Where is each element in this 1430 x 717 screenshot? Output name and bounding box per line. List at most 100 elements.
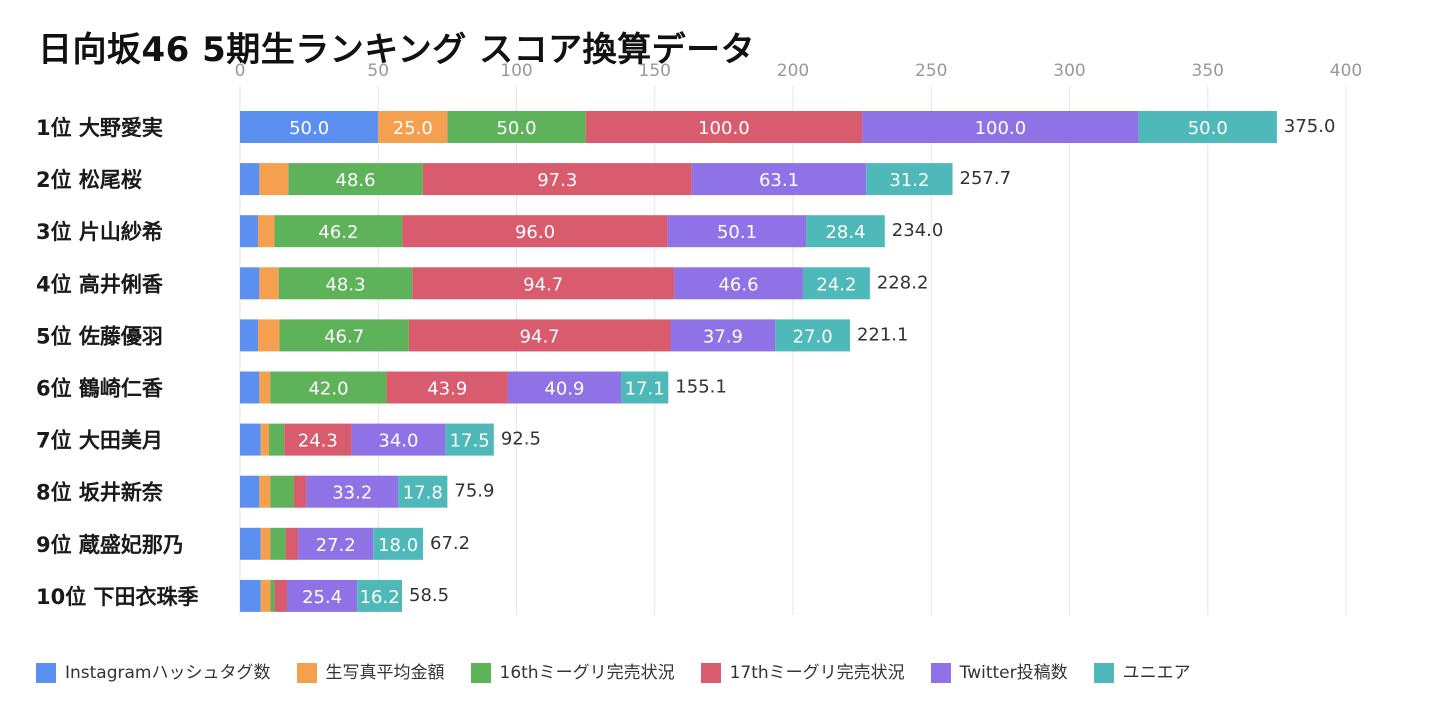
- bar-segment: [270, 475, 294, 508]
- legend-label: 16thミーグリ完売状況: [499, 663, 675, 683]
- legend-label: Twitter投稿数: [959, 663, 1068, 683]
- bar-segment: [412, 267, 675, 300]
- legend-label: 17thミーグリ完売状況: [729, 663, 905, 683]
- legend-swatch: [1093, 662, 1114, 683]
- bar-segment: [802, 267, 870, 300]
- bar-segment: [260, 527, 271, 560]
- bar-segment: [240, 163, 260, 196]
- bar-segment: [257, 215, 275, 248]
- bar-value-label: 27.0: [793, 326, 833, 347]
- bar-value-label: 24.2: [816, 274, 856, 295]
- category-label: 8位 坂井新奈: [36, 481, 164, 505]
- bar-value-label: 17.1: [625, 379, 665, 400]
- bar-segment: [691, 163, 867, 196]
- bar-value-label: 48.6: [336, 170, 376, 191]
- x-tick-label: 300: [1053, 61, 1085, 81]
- bar-segment: [260, 579, 271, 612]
- total-value-label: 58.5: [409, 585, 449, 606]
- category-label: 9位 蔵盛妃那乃: [36, 533, 184, 557]
- bar-segment: [447, 111, 586, 143]
- bar-value-label: 46.6: [718, 274, 758, 295]
- bar-value-label: 50.0: [289, 118, 329, 139]
- legend-swatch: [930, 662, 951, 683]
- bar-segment: [270, 579, 275, 612]
- legend-label: ユニエア: [1122, 663, 1191, 683]
- bar-segment: [259, 163, 289, 196]
- legend-label: 生写真平均金額: [325, 663, 445, 683]
- bar-segment: [240, 527, 261, 560]
- bar-segment: [240, 371, 260, 404]
- bar-segment: [621, 371, 669, 404]
- bar-segment: [259, 267, 279, 300]
- bar-value-label: 94.7: [523, 274, 563, 295]
- legend-item: Instagramハッシュタグ数: [36, 658, 271, 683]
- bar-segment: [398, 475, 448, 508]
- bar-segment: [1138, 111, 1277, 143]
- bar-segment: [670, 319, 776, 352]
- legend-swatch: [470, 662, 491, 683]
- bar-segment: [862, 111, 1139, 143]
- bar-value-label: 43.9: [427, 379, 467, 400]
- category-label: 5位 佐藤優羽: [36, 324, 163, 348]
- total-value-label: 228.2: [877, 272, 929, 293]
- x-tick-label: 250: [915, 61, 947, 81]
- bar-segment: [806, 215, 885, 248]
- bar-segment: [274, 579, 288, 612]
- bar-segment: [240, 475, 260, 508]
- bar-segment: [373, 527, 424, 560]
- category-label: 4位 高井俐香: [36, 272, 164, 296]
- total-value-label: 375.0: [1284, 116, 1336, 137]
- bar-segment: [257, 319, 280, 352]
- total-value-label: 75.9: [454, 481, 494, 502]
- bar-segment: [278, 267, 413, 300]
- legend-item: 17thミーグリ完売状況: [700, 658, 905, 683]
- category-label: 3位 片山紗希: [36, 220, 163, 244]
- total-value-label: 221.1: [857, 324, 909, 345]
- bar-segment: [260, 423, 270, 456]
- bar-value-label: 33.2: [332, 483, 372, 504]
- bar-value-label: 25.4: [302, 587, 342, 608]
- category-label: 6位 鶴崎仁香: [36, 377, 164, 401]
- bar-segment: [240, 111, 379, 143]
- legend-swatch: [700, 662, 721, 683]
- bar-segment: [775, 319, 850, 352]
- bar-segment: [259, 475, 271, 508]
- bar-segment: [279, 319, 409, 352]
- category-label: 1位 大野愛実: [36, 116, 163, 140]
- legend-item: ユニエア: [1093, 658, 1191, 683]
- bar-segment: [357, 579, 403, 612]
- bar-segment: [293, 475, 307, 508]
- bar-segment: [378, 111, 448, 143]
- total-value-label: 234.0: [892, 220, 944, 241]
- bar-value-label: 34.0: [378, 431, 418, 452]
- bar-value-label: 17.8: [403, 483, 443, 504]
- legend-item: 16thミーグリ完売状況: [470, 658, 675, 683]
- bar-segment: [285, 527, 299, 560]
- legend-item: Twitter投稿数: [930, 658, 1068, 683]
- x-tick-label: 0: [235, 61, 246, 81]
- legend-swatch: [36, 662, 56, 683]
- bar-value-label: 28.4: [825, 222, 865, 243]
- bar-value-label: 16.2: [360, 587, 400, 608]
- bar-value-label: 27.2: [316, 535, 356, 556]
- bar-segment: [445, 423, 494, 456]
- bar-value-label: 46.2: [318, 222, 358, 243]
- bar-segment: [306, 475, 399, 508]
- bar-segment: [287, 579, 358, 612]
- category-label: 7位 大田美月: [36, 429, 163, 453]
- legend-item: 生写真平均金額: [296, 658, 445, 683]
- total-value-label: 155.1: [675, 377, 727, 398]
- legend-label: Instagramハッシュタグ数: [65, 663, 271, 683]
- category-label: 2位 松尾桜: [36, 168, 142, 192]
- bar-value-label: 24.3: [298, 431, 338, 452]
- bar-value-label: 42.0: [308, 379, 348, 400]
- bar-segment: [866, 163, 953, 196]
- bar-value-label: 46.7: [324, 326, 364, 347]
- bar-segment: [259, 371, 271, 404]
- x-tick-label: 150: [639, 61, 671, 81]
- bar-segment: [298, 527, 374, 560]
- bar-value-label: 40.9: [544, 379, 584, 400]
- total-value-label: 257.7: [960, 168, 1012, 189]
- bar-value-label: 50.1: [717, 222, 757, 243]
